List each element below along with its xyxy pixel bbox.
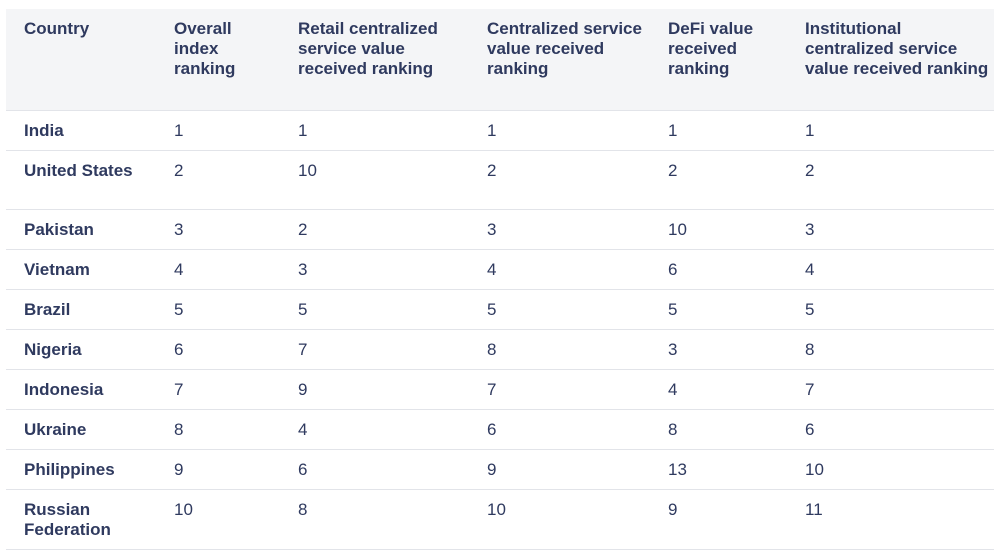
defi-cell: 2: [650, 149, 787, 209]
header-row: Country Overall index ranking Retail cen…: [6, 9, 994, 110]
overall-index-cell: 10: [156, 488, 280, 550]
overall-index-cell: 9: [156, 448, 280, 489]
column-header-retail-centralized-ranking: Retail centralized service value receive…: [298, 19, 438, 78]
table-row: Indonesia 7 9 7 4 7: [6, 368, 994, 409]
country-cell: United States: [6, 149, 156, 209]
country-cell: Brazil: [6, 288, 156, 329]
institutional-cell: 8: [787, 328, 994, 369]
country-cell: Philippines: [6, 448, 156, 489]
overall-index-cell: 8: [156, 408, 280, 449]
defi-cell: 1: [650, 109, 787, 150]
institutional-cell: 10: [787, 448, 994, 489]
overall-index-cell: 5: [156, 288, 280, 329]
country-cell: Ukraine: [6, 408, 156, 449]
centralized-cell: 4: [469, 248, 650, 289]
ranking-table-container: Country Overall index ranking Retail cen…: [6, 9, 994, 550]
country-cell: Nigeria: [6, 328, 156, 369]
centralized-cell: 2: [469, 149, 650, 209]
institutional-cell: 6: [787, 408, 994, 449]
column-header-institutional-ranking: Institutional centralized service value …: [805, 19, 989, 78]
overall-index-cell: 6: [156, 328, 280, 369]
country-cell: India: [6, 109, 156, 150]
country-cell: Pakistan: [6, 208, 156, 249]
overall-index-cell: 1: [156, 109, 280, 150]
column-header-centralized-ranking: Centralized service value received ranki…: [487, 19, 642, 78]
centralized-cell: 9: [469, 448, 650, 489]
defi-cell: 8: [650, 408, 787, 449]
retail-centralized-cell: 6: [280, 448, 469, 489]
column-header-country: Country: [24, 19, 90, 38]
country-cell: Russian Federation: [6, 488, 156, 550]
retail-centralized-cell: 1: [280, 109, 469, 150]
overall-index-cell: 3: [156, 208, 280, 249]
country-cell: Vietnam: [6, 248, 156, 289]
defi-cell: 3: [650, 328, 787, 369]
retail-centralized-cell: 5: [280, 288, 469, 329]
institutional-cell: 5: [787, 288, 994, 329]
column-header-defi-ranking: DeFi value received ranking: [668, 19, 754, 78]
defi-cell: 9: [650, 488, 787, 550]
column-header-overall-index-ranking: Overall index ranking: [174, 19, 236, 78]
centralized-cell: 1: [469, 109, 650, 150]
centralized-cell: 10: [469, 488, 650, 550]
retail-centralized-cell: 7: [280, 328, 469, 369]
defi-cell: 10: [650, 208, 787, 249]
ranking-table: Country Overall index ranking Retail cen…: [6, 9, 994, 550]
country-cell: Indonesia: [6, 368, 156, 409]
table-row: Nigeria 6 7 8 3 8: [6, 328, 994, 369]
retail-centralized-cell: 3: [280, 248, 469, 289]
defi-cell: 4: [650, 368, 787, 409]
retail-centralized-cell: 2: [280, 208, 469, 249]
defi-cell: 6: [650, 248, 787, 289]
institutional-cell: 3: [787, 208, 994, 249]
retail-centralized-cell: 9: [280, 368, 469, 409]
table-header: Country Overall index ranking Retail cen…: [6, 9, 994, 110]
table-row: Pakistan 3 2 3 10 3: [6, 208, 994, 249]
centralized-cell: 8: [469, 328, 650, 369]
table-row: India 1 1 1 1 1: [6, 109, 994, 150]
overall-index-cell: 2: [156, 149, 280, 209]
institutional-cell: 4: [787, 248, 994, 289]
table-row: Vietnam 4 3 4 6 4: [6, 248, 994, 289]
institutional-cell: 7: [787, 368, 994, 409]
overall-index-cell: 7: [156, 368, 280, 409]
table-row: United States 2 10 2 2 2: [6, 149, 994, 209]
defi-cell: 13: [650, 448, 787, 489]
table-body: India 1 1 1 1 1 United States 2 10 2 2 2…: [6, 109, 994, 550]
centralized-cell: 7: [469, 368, 650, 409]
retail-centralized-cell: 4: [280, 408, 469, 449]
overall-index-cell: 4: [156, 248, 280, 289]
centralized-cell: 5: [469, 288, 650, 329]
retail-centralized-cell: 8: [280, 488, 469, 550]
table-row: Russian Federation 10 8 10 9 11: [6, 488, 994, 550]
centralized-cell: 6: [469, 408, 650, 449]
institutional-cell: 11: [787, 488, 994, 550]
retail-centralized-cell: 10: [280, 149, 469, 209]
table-row: Brazil 5 5 5 5 5: [6, 288, 994, 329]
table-row: Ukraine 8 4 6 8 6: [6, 408, 994, 449]
table-row: Philippines 9 6 9 13 10: [6, 448, 994, 489]
institutional-cell: 2: [787, 149, 994, 209]
defi-cell: 5: [650, 288, 787, 329]
centralized-cell: 3: [469, 208, 650, 249]
institutional-cell: 1: [787, 109, 994, 150]
